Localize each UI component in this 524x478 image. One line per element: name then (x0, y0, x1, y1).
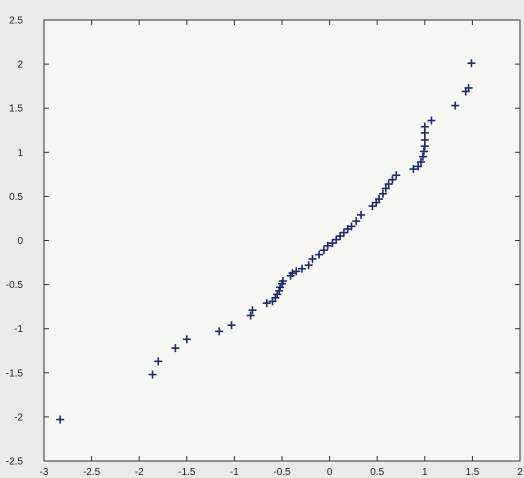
data-point (381, 184, 390, 193)
x-tick-label: -2 (135, 467, 144, 478)
x-tick-label: -0.5 (273, 467, 291, 478)
data-point (246, 311, 255, 320)
y-tick-labels: 2.5 2 1.5 1 0.5 0 -0.5 -1 -1.5 -2 -2.5 (6, 16, 24, 468)
x-tick-label: -1.5 (178, 467, 196, 478)
y-tick-label: 0.5 (9, 192, 23, 203)
y-tick-label: 1 (17, 148, 23, 159)
data-point (375, 195, 384, 204)
data-point (275, 286, 284, 295)
data-point (332, 235, 341, 244)
data-point (328, 239, 337, 248)
data-point (304, 261, 313, 270)
x-tick-label: 0 (327, 467, 333, 478)
data-point (357, 210, 366, 219)
plot-area (43, 19, 521, 462)
y-tick-label: -2.5 (6, 457, 24, 468)
y-tick-label: -2 (14, 412, 23, 423)
data-point (378, 189, 387, 198)
data-point (384, 180, 393, 189)
data-point (215, 327, 224, 336)
x-tick-label: -2.5 (83, 467, 101, 478)
data-point (336, 232, 345, 241)
data-point (388, 175, 397, 184)
x-tick-labels: -3 -2.5 -2 -1.5 -1 -0.5 0 0.5 1 1.5 2 (40, 467, 524, 478)
data-point (288, 269, 297, 278)
data-point (297, 264, 306, 273)
data-point (56, 415, 65, 424)
data-point (392, 171, 401, 180)
data-point (339, 228, 348, 237)
data-point (323, 241, 332, 250)
axis-ticks (43, 19, 521, 462)
data-point (464, 83, 473, 92)
x-tick-label: -3 (40, 467, 49, 478)
data-point (171, 344, 180, 353)
y-tick-label: 2 (17, 60, 23, 71)
data-point (419, 147, 428, 156)
data-point (414, 162, 423, 171)
data-point (248, 306, 257, 315)
data-point (227, 321, 236, 330)
data-point (308, 255, 317, 264)
data-point (292, 267, 301, 276)
x-tick-label: 2 (517, 467, 523, 478)
y-tick-label: -1 (14, 324, 23, 335)
data-point (278, 277, 287, 286)
data-point (409, 165, 418, 174)
x-tick-label: -1 (230, 467, 239, 478)
data-point (451, 101, 460, 110)
data-point (420, 135, 429, 144)
data-point (154, 357, 163, 366)
y-tick-label: 0 (17, 236, 23, 247)
y-tick-label: 1.5 (9, 104, 23, 115)
data-point (467, 59, 476, 68)
x-tick-label: 1.5 (465, 467, 479, 478)
data-point (352, 217, 361, 226)
data-point (148, 370, 157, 379)
data-point (262, 299, 271, 308)
data-point (420, 122, 429, 131)
data-point (418, 152, 427, 161)
data-points (56, 59, 476, 424)
data-point (182, 335, 191, 344)
data-point (427, 116, 436, 125)
x-tick-label: 0.5 (370, 467, 384, 478)
data-point (416, 158, 425, 167)
y-tick-label: -0.5 (6, 280, 24, 291)
y-tick-label: 2.5 (9, 16, 23, 27)
x-tick-label: 1 (422, 467, 428, 478)
data-point (368, 202, 377, 211)
data-point (315, 250, 324, 259)
data-point (347, 222, 356, 231)
y-tick-label: -1.5 (6, 368, 24, 379)
data-point (319, 246, 328, 255)
